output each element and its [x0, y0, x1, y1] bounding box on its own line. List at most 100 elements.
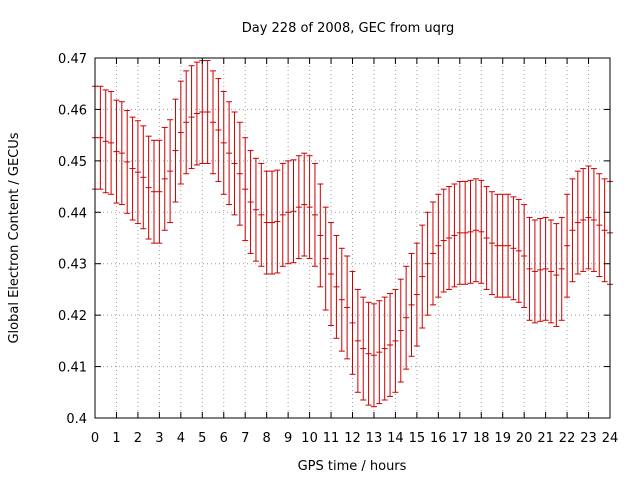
data-point: [204, 60, 211, 164]
y-tick-label: 0.43: [58, 258, 87, 273]
data-point: [456, 180, 463, 285]
data-point: [188, 65, 195, 170]
data-point: [446, 186, 453, 290]
data-point: [488, 191, 495, 296]
data-point: [376, 300, 383, 405]
data-point: [585, 165, 592, 270]
y-tick-label: 0.44: [58, 206, 87, 221]
x-tick-label: 1: [112, 431, 120, 446]
data-point: [134, 120, 141, 225]
data-point: [290, 159, 297, 264]
y-tick-label: 0.46: [58, 103, 87, 118]
data-point: [172, 98, 179, 203]
data-point: [537, 217, 544, 322]
y-axis-label: Global Electron Content / GECUs: [7, 132, 22, 343]
data-point: [344, 255, 351, 360]
data-point: [252, 157, 259, 262]
data-point: [515, 198, 522, 303]
data-point: [397, 278, 404, 383]
data-point: [247, 150, 254, 254]
data-point: [328, 222, 335, 326]
data-point: [451, 183, 458, 288]
data-point: [387, 293, 394, 397]
x-tick-label: 23: [580, 431, 597, 446]
x-tick-label: 24: [602, 431, 619, 446]
data-point: [151, 139, 158, 244]
data-point: [467, 179, 474, 284]
y-tick-label: 0.47: [58, 52, 87, 67]
data-point: [403, 265, 410, 370]
data-point: [226, 101, 233, 206]
y-tick-label: 0.45: [58, 155, 87, 170]
x-tick-label: 20: [516, 431, 533, 446]
data-point: [478, 179, 485, 284]
data-point: [349, 270, 356, 375]
data-point: [569, 178, 576, 283]
data-point: [156, 139, 163, 244]
data-point: [210, 70, 217, 175]
data-point: [483, 186, 490, 290]
data-point: [269, 170, 276, 275]
data-point: [161, 126, 168, 231]
data-point: [145, 135, 152, 240]
data-point: [564, 193, 571, 298]
data-point: [97, 85, 104, 190]
data-point: [220, 90, 227, 195]
data-point: [263, 170, 270, 275]
x-tick-label: 16: [430, 431, 447, 446]
x-tick-label: 17: [452, 431, 469, 446]
data-point: [113, 99, 120, 204]
data-point: [590, 168, 597, 272]
x-tick-label: 6: [220, 431, 228, 446]
chart-title: Day 228 of 2008, GEC from uqrg: [242, 21, 455, 36]
data-point: [462, 180, 469, 285]
data-point: [258, 162, 265, 267]
x-tick-label: 0: [91, 431, 99, 446]
y-tick-labels: 0.4 0.41 0.42 0.43 0.44 0.45 0.46 0.47: [58, 52, 87, 427]
x-tick-label: 2: [134, 431, 142, 446]
data-point: [574, 170, 581, 275]
x-tick-label: 22: [559, 431, 576, 446]
data-point: [301, 152, 308, 257]
data-point: [360, 296, 367, 401]
data-point: [215, 78, 222, 182]
x-tick-label: 8: [263, 431, 271, 446]
data-point: [440, 188, 447, 293]
series-errorbars: [92, 60, 613, 408]
data-point: [365, 301, 372, 406]
x-tick-label: 7: [241, 431, 249, 446]
data-point: [494, 193, 501, 298]
data-point: [295, 155, 302, 260]
data-point: [285, 160, 292, 265]
data-point: [601, 178, 608, 283]
data-point: [242, 137, 249, 242]
data-point: [558, 216, 565, 321]
x-tick-label: 18: [473, 431, 490, 446]
x-tick-label: 14: [387, 431, 404, 446]
data-point: [311, 162, 318, 267]
y-tick-label: 0.4: [66, 412, 87, 427]
data-point: [231, 111, 238, 216]
data-point: [274, 169, 281, 274]
data-point: [542, 216, 549, 321]
data-point: [547, 219, 554, 324]
data-point: [580, 168, 587, 272]
y-tick-label: 0.41: [58, 361, 87, 376]
data-point: [370, 303, 377, 408]
data-point: [435, 193, 442, 298]
x-tick-label: 4: [177, 431, 185, 446]
data-point: [499, 193, 506, 298]
data-point: [505, 193, 512, 298]
data-point: [413, 242, 420, 347]
data-point: [279, 162, 286, 267]
x-tick-label: 13: [366, 431, 383, 446]
data-point: [177, 80, 184, 185]
data-point: [183, 70, 190, 175]
data-point: [322, 206, 329, 311]
x-tick-label: 12: [344, 431, 361, 446]
data-point: [392, 288, 399, 393]
data-point: [354, 288, 361, 393]
data-point: [424, 211, 431, 316]
x-tick-label: 3: [155, 431, 163, 446]
